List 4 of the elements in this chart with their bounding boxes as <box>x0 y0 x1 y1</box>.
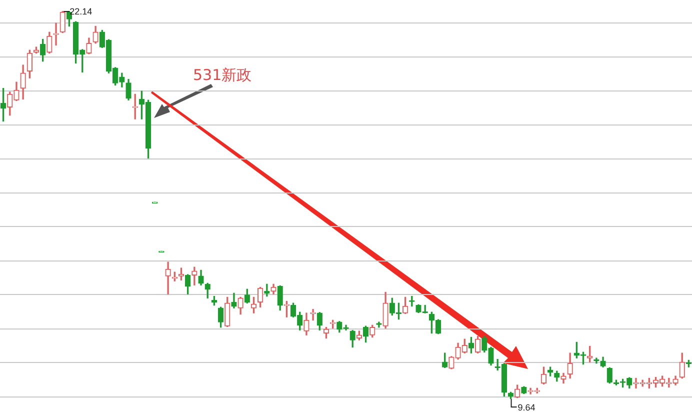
annotation: 22.14 <box>70 6 92 16</box>
text: 9.64 <box>518 402 536 412</box>
candlestick <box>165 262 171 294</box>
annotation: 531新政 <box>193 66 252 85</box>
